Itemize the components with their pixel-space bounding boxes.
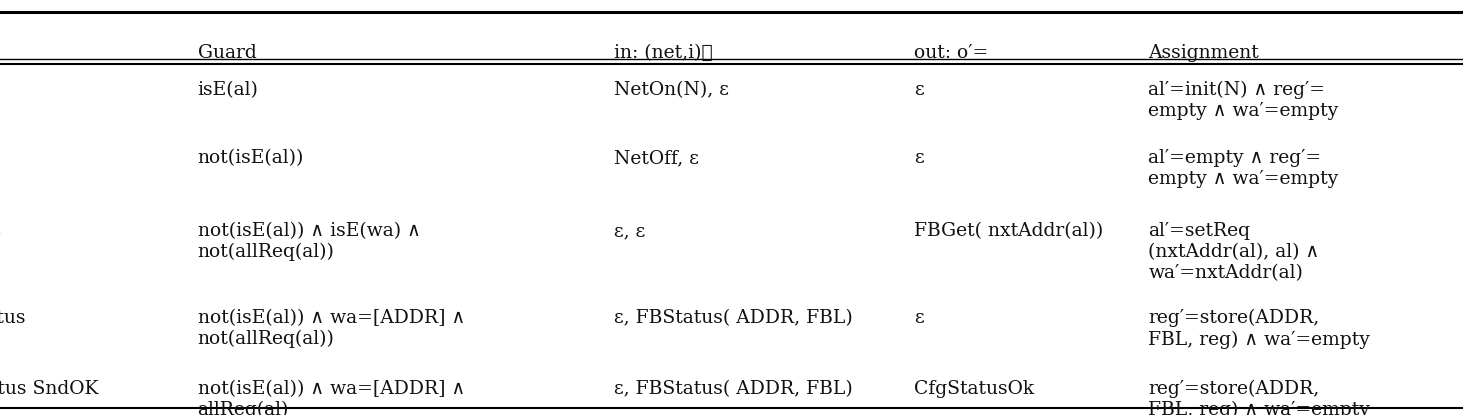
Text: al′=empty ∧ reg′=
empty ∧ wa′=empty: al′=empty ∧ reg′= empty ∧ wa′=empty	[1148, 149, 1339, 188]
Text: ε: ε	[914, 81, 925, 99]
Text: not(isE(al)): not(isE(al))	[198, 149, 304, 167]
Text: rcFBStatus SndOK: rcFBStatus SndOK	[0, 380, 98, 398]
Text: not(isE(al)) ∧ isE(wa) ∧
not(allReq(al)): not(isE(al)) ∧ isE(wa) ∧ not(allReq(al))	[198, 222, 420, 261]
Text: reg′=store(ADDR,
FBL, reg) ∧ wa′=empty: reg′=store(ADDR, FBL, reg) ∧ wa′=empty	[1148, 380, 1371, 415]
Text: FBGet( nxtAddr(al)): FBGet( nxtAddr(al))	[914, 222, 1103, 240]
Text: not(isE(al)) ∧ wa=[ADDR] ∧
not(allReq(al)): not(isE(al)) ∧ wa=[ADDR] ∧ not(allReq(al…	[198, 309, 465, 348]
Text: ε, FBStatus( ADDR, FBL): ε, FBStatus( ADDR, FBL)	[614, 380, 853, 398]
Text: al′=init(N) ∧ reg′=
empty ∧ wa′=empty: al′=init(N) ∧ reg′= empty ∧ wa′=empty	[1148, 81, 1339, 120]
Text: al′=setReq
(nxtAddr(al), al) ∧
wa′=nxtAddr(al): al′=setReq (nxtAddr(al), al) ∧ wa′=nxtAd…	[1148, 222, 1320, 282]
Text: isE(al): isE(al)	[198, 81, 259, 99]
Text: in: (net,i)≅: in: (net,i)≅	[614, 44, 712, 61]
Text: ε, FBStatus( ADDR, FBL): ε, FBStatus( ADDR, FBL)	[614, 309, 853, 327]
Text: rcFBStatus: rcFBStatus	[0, 309, 26, 327]
Text: NetOn(N), ε: NetOn(N), ε	[614, 81, 730, 99]
Text: CfgStatusOk: CfgStatusOk	[914, 380, 1034, 398]
Text: Guard: Guard	[198, 44, 256, 61]
Text: NetOff, ε: NetOff, ε	[614, 149, 699, 167]
Text: Assignment: Assignment	[1148, 44, 1260, 61]
Text: out: o′=: out: o′=	[914, 44, 989, 61]
Text: ε: ε	[914, 149, 925, 167]
Text: ε, ε: ε, ε	[614, 222, 645, 240]
Text: ε: ε	[914, 309, 925, 327]
Text: reg′=store(ADDR,
FBL, reg) ∧ wa′=empty: reg′=store(ADDR, FBL, reg) ∧ wa′=empty	[1148, 309, 1371, 349]
Text: not(isE(al)) ∧ wa=[ADDR] ∧
allReq(al): not(isE(al)) ∧ wa=[ADDR] ∧ allReq(al)	[198, 380, 465, 415]
